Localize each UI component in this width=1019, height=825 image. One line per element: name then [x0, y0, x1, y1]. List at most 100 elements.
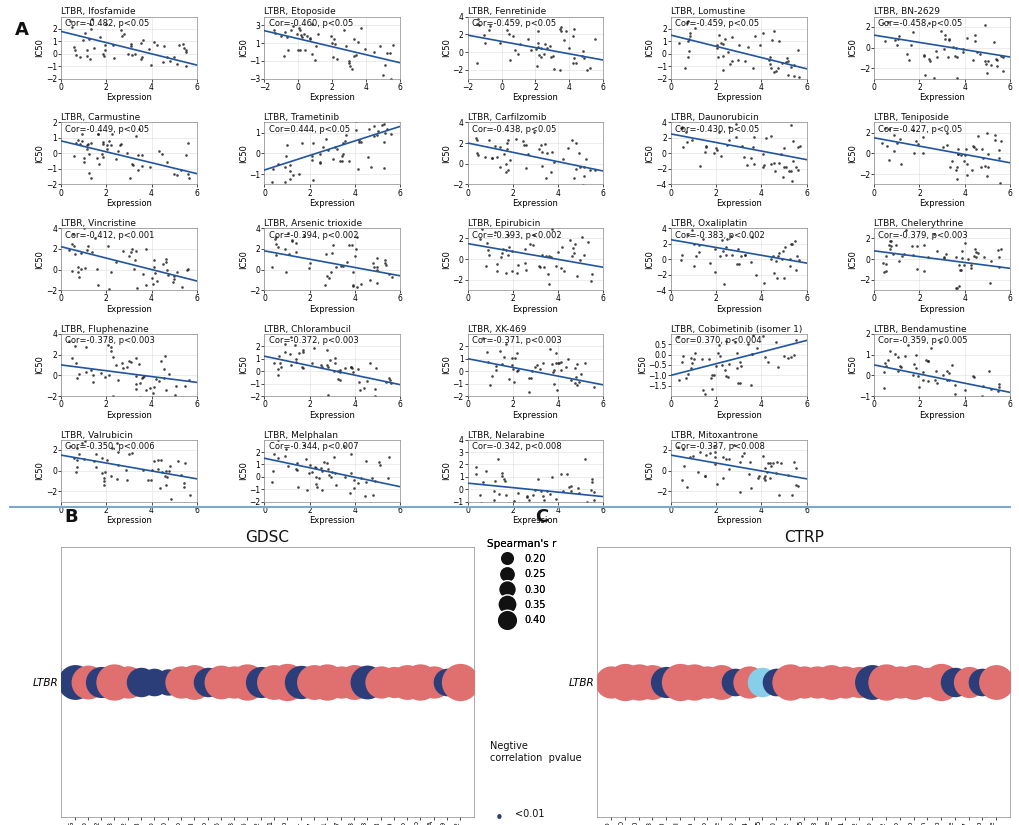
Point	[943, 154, 959, 167]
Point	[335, 440, 352, 453]
Point	[954, 42, 970, 55]
Point	[529, 36, 545, 50]
Point	[159, 676, 175, 689]
Point	[954, 45, 970, 59]
Point	[487, 139, 503, 153]
Title: GDSC: GDSC	[246, 530, 289, 544]
Point	[545, 364, 561, 377]
Point	[532, 362, 548, 375]
Point	[375, 135, 391, 148]
Point	[123, 48, 140, 61]
Point	[768, 455, 785, 468]
Point	[353, 278, 369, 291]
Point	[93, 366, 109, 380]
Point	[314, 483, 330, 497]
Point	[561, 374, 578, 387]
Point	[672, 676, 688, 689]
Point	[76, 222, 93, 235]
Point	[973, 676, 989, 689]
Point	[673, 253, 689, 266]
Point	[103, 344, 119, 357]
Point	[294, 346, 311, 359]
Point	[716, 32, 733, 45]
Point	[344, 365, 361, 379]
Point	[894, 249, 910, 262]
Point	[78, 50, 95, 63]
Point	[270, 241, 286, 254]
Point	[766, 335, 783, 348]
Point	[679, 14, 695, 27]
Point	[302, 32, 318, 45]
Point	[915, 265, 931, 278]
Point	[541, 343, 557, 356]
Point	[683, 356, 699, 370]
Point	[769, 247, 786, 260]
Point	[146, 286, 162, 299]
Point	[712, 676, 729, 689]
X-axis label: Expression: Expression	[309, 411, 355, 420]
Point	[176, 380, 193, 393]
Point	[959, 252, 975, 266]
Point	[756, 469, 772, 483]
Point	[363, 161, 379, 174]
Point	[337, 470, 354, 483]
Point	[987, 676, 1004, 689]
Point	[129, 163, 146, 177]
Point	[552, 467, 569, 480]
Point	[850, 676, 866, 689]
Point	[323, 36, 339, 50]
Point	[355, 381, 371, 394]
Point	[682, 352, 698, 365]
Point	[149, 38, 165, 51]
Point	[60, 398, 76, 412]
Point	[380, 450, 396, 463]
Point	[176, 477, 193, 490]
Point	[276, 243, 292, 256]
Point	[536, 138, 552, 151]
Point	[508, 258, 525, 271]
Point	[770, 156, 787, 169]
Point	[909, 138, 925, 151]
Point	[785, 59, 801, 72]
Point	[567, 182, 583, 195]
Point	[919, 354, 935, 367]
Point	[690, 238, 706, 252]
Point	[398, 676, 415, 689]
Point	[478, 260, 494, 273]
Point	[529, 24, 545, 37]
Point	[888, 137, 904, 150]
Point	[777, 55, 794, 68]
Point	[493, 469, 510, 483]
Point	[105, 350, 121, 363]
Point	[977, 126, 994, 139]
Point	[531, 48, 547, 61]
Point	[551, 64, 568, 77]
Point	[481, 379, 497, 392]
Text: Cor=-0.458, p<0.05: Cor=-0.458, p<0.05	[877, 19, 962, 28]
Point	[283, 24, 300, 37]
Point	[958, 158, 974, 171]
Point	[525, 239, 541, 252]
Point	[283, 233, 300, 246]
Point	[131, 0, 148, 12]
Point	[979, 147, 996, 160]
X-axis label: Expression: Expression	[513, 304, 557, 314]
Point	[780, 54, 796, 68]
Point	[538, 484, 554, 497]
Point	[682, 29, 698, 42]
Point	[296, 229, 312, 243]
Point	[873, 136, 890, 149]
Point	[148, 373, 164, 386]
Point	[874, 16, 891, 30]
Point	[276, 175, 292, 188]
Point	[483, 151, 499, 164]
Point	[161, 54, 177, 68]
Point	[680, 368, 696, 381]
Point	[347, 115, 364, 128]
Point	[363, 472, 379, 485]
Point	[555, 264, 572, 277]
Point	[729, 361, 745, 375]
Point	[674, 140, 690, 153]
Point	[112, 138, 128, 151]
Point	[874, 266, 891, 279]
